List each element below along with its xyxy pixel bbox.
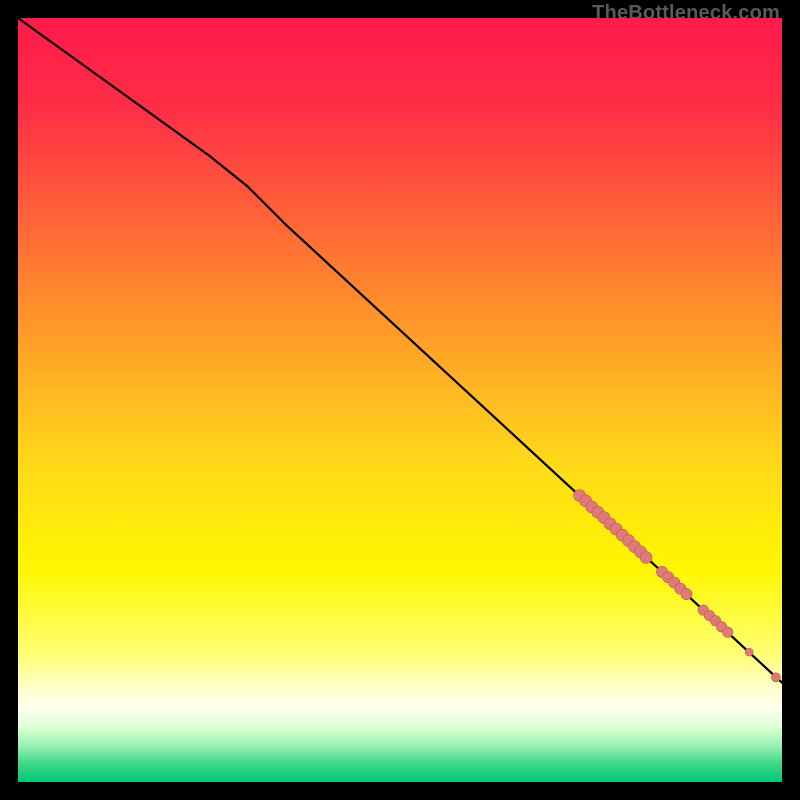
series-layer [18, 18, 782, 782]
plot-area [18, 18, 782, 782]
data-marker [640, 551, 652, 563]
data-marker [771, 673, 780, 682]
data-marker [723, 627, 733, 637]
marker-group [574, 490, 781, 682]
data-marker [681, 588, 692, 599]
chart-frame: TheBottleneck.com [0, 0, 800, 800]
data-marker [745, 648, 753, 656]
